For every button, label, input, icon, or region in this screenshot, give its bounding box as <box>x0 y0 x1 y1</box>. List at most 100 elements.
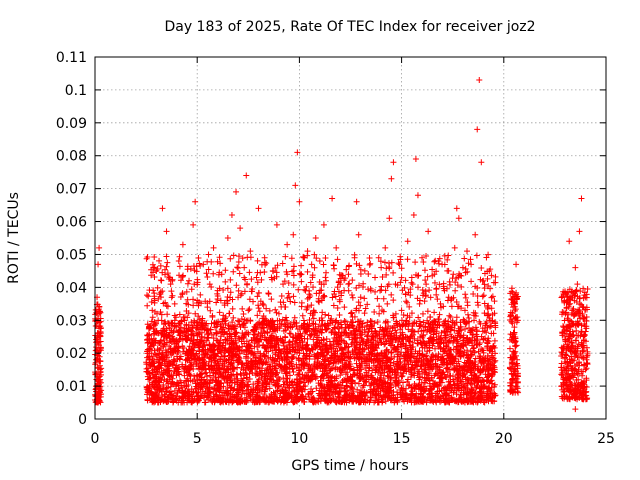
data-point <box>448 303 455 310</box>
data-point <box>425 228 432 235</box>
data-point <box>472 355 479 362</box>
data-point <box>300 253 307 260</box>
data-point <box>164 303 171 310</box>
data-point <box>190 221 197 228</box>
data-point <box>574 281 581 288</box>
data-point <box>491 337 498 344</box>
data-point <box>459 264 466 271</box>
data-point <box>334 256 341 263</box>
data-point <box>151 254 158 261</box>
data-point <box>298 278 305 285</box>
data-point <box>383 265 390 272</box>
data-point <box>399 372 406 379</box>
data-point <box>164 311 171 318</box>
data-point <box>273 221 280 228</box>
data-point <box>397 326 404 333</box>
data-point <box>421 267 428 274</box>
data-point <box>94 318 101 325</box>
data-point <box>322 277 329 284</box>
data-point <box>254 269 261 276</box>
data-point <box>390 297 397 304</box>
data-point <box>333 244 340 251</box>
data-point <box>445 338 452 345</box>
data-point <box>344 376 351 383</box>
data-point <box>286 330 293 337</box>
data-point <box>462 265 469 272</box>
data-point <box>313 290 320 297</box>
data-point <box>346 280 353 287</box>
data-point <box>449 275 456 282</box>
data-point <box>376 310 383 317</box>
data-point <box>210 270 217 277</box>
data-point <box>167 281 174 288</box>
data-points <box>92 77 591 413</box>
data-point <box>438 329 445 336</box>
data-point <box>566 238 573 245</box>
data-point <box>400 379 407 386</box>
data-point <box>384 372 391 379</box>
data-point <box>246 269 253 276</box>
data-point <box>97 323 104 330</box>
data-point <box>144 302 151 309</box>
data-point <box>431 309 438 316</box>
data-point <box>268 296 275 303</box>
data-point <box>94 301 101 308</box>
data-point <box>378 339 385 346</box>
data-point <box>168 288 175 295</box>
data-point <box>444 297 451 304</box>
data-point <box>366 261 373 268</box>
data-point <box>377 287 384 294</box>
data-point <box>345 281 352 288</box>
data-point <box>255 302 262 309</box>
data-point <box>433 291 440 298</box>
data-point <box>427 314 434 321</box>
data-point <box>455 215 462 222</box>
data-point <box>471 317 477 324</box>
data-point <box>95 339 102 346</box>
data-point <box>334 284 341 291</box>
data-point <box>351 251 358 258</box>
data-point <box>353 260 360 267</box>
data-point <box>378 286 385 293</box>
data-point <box>299 312 306 319</box>
data-point <box>394 391 401 398</box>
data-point <box>229 305 236 312</box>
data-point <box>365 270 372 277</box>
data-point <box>244 254 251 261</box>
data-point <box>342 318 349 325</box>
chart-title: Day 183 of 2025, Rate Of TEC Index for r… <box>164 19 535 35</box>
data-point <box>163 228 170 235</box>
data-point <box>329 195 336 202</box>
data-point <box>340 376 347 383</box>
data-point <box>432 345 439 352</box>
data-point <box>468 278 475 285</box>
data-point <box>361 295 368 302</box>
data-point <box>216 309 223 316</box>
data-point <box>179 241 186 248</box>
data-point <box>210 244 217 251</box>
data-point <box>415 328 422 335</box>
data-point <box>476 77 483 84</box>
data-point <box>297 271 304 278</box>
data-point <box>243 172 250 179</box>
data-point <box>491 381 498 388</box>
data-point <box>377 324 384 331</box>
data-point <box>298 271 305 278</box>
data-point <box>402 277 409 284</box>
data-point <box>446 312 453 319</box>
data-point <box>308 302 315 309</box>
data-point <box>231 385 238 392</box>
data-point <box>398 307 405 314</box>
data-point <box>254 257 261 264</box>
data-point <box>447 313 454 320</box>
data-point <box>304 268 311 275</box>
data-point <box>235 258 242 265</box>
data-point <box>175 258 182 265</box>
data-point <box>308 261 315 268</box>
data-point <box>157 277 164 284</box>
data-point <box>476 340 483 347</box>
data-point <box>386 215 393 222</box>
data-point <box>420 383 427 390</box>
data-point <box>247 248 254 255</box>
data-point <box>289 355 296 362</box>
